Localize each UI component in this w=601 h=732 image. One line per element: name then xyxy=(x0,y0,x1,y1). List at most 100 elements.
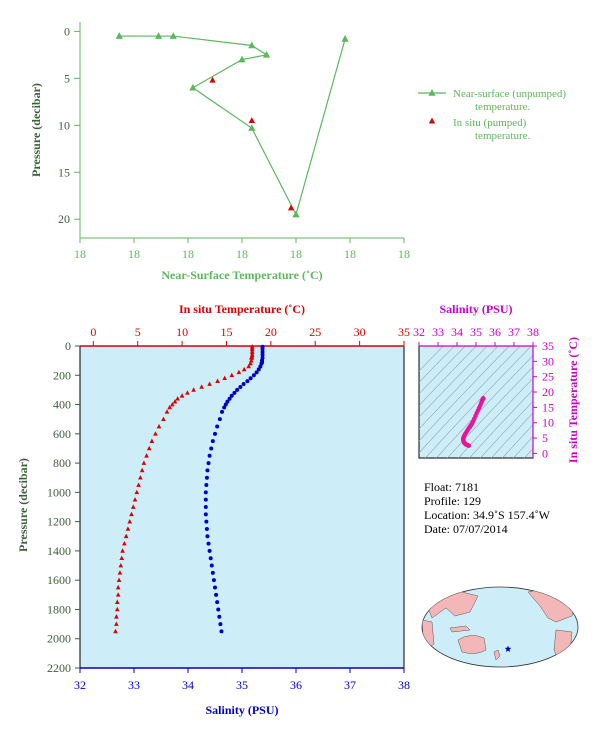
salinity-point xyxy=(205,468,210,473)
salinity-tick-label: 37 xyxy=(344,678,356,692)
salinity-point xyxy=(232,390,237,395)
temp-point xyxy=(115,584,121,590)
salinity-point xyxy=(205,534,210,539)
ts-x-title: Salinity (PSU) xyxy=(439,302,512,316)
ns-pumped-point xyxy=(248,117,255,124)
pressure-tick-label: 1000 xyxy=(47,485,71,499)
temp-point xyxy=(149,438,155,443)
pressure-tick-label: 1400 xyxy=(47,544,71,558)
salinity-point xyxy=(229,393,234,398)
temp-point xyxy=(236,369,242,375)
ns-unpumped-point xyxy=(341,34,349,42)
ns-x-tick-label: 18 xyxy=(236,247,248,261)
salinity-point xyxy=(210,570,215,575)
near-surface-chart: 0 5 10 15 20 18 18 18 18 18 18 18 Near-Surface Tempe… xyxy=(29,22,410,282)
salinity-point xyxy=(203,505,208,509)
salinity-point xyxy=(258,364,263,369)
pressure-tick-label: 200 xyxy=(53,368,71,382)
ts-contour xyxy=(419,346,510,442)
location: Location: 34.9˚S 157.4˚W xyxy=(424,508,550,522)
ns-y-tick-label: 20 xyxy=(58,212,70,226)
salinity-point xyxy=(204,475,209,480)
ts-contour xyxy=(524,448,533,458)
salinity-point xyxy=(211,578,216,583)
temp-point xyxy=(167,404,172,410)
ts-y-tick-label: 25 xyxy=(542,370,554,384)
salinity-point xyxy=(204,519,209,524)
ts-contour xyxy=(447,366,533,458)
map-south-america xyxy=(553,629,573,665)
ts-contour xyxy=(480,400,533,458)
temp-point xyxy=(136,482,141,487)
salinity-point xyxy=(241,382,246,387)
ts-contour xyxy=(458,377,533,458)
ts-contour xyxy=(419,346,521,454)
temp-point xyxy=(172,399,178,404)
temp-point xyxy=(153,431,158,436)
temp-tick-label: 10 xyxy=(176,325,188,339)
temp-point xyxy=(114,599,120,604)
legend-pumped-label-2: temperature. xyxy=(475,130,531,142)
temp-point xyxy=(207,381,212,386)
ts-contour xyxy=(425,346,532,458)
ns-x-tick-label: 18 xyxy=(398,247,410,261)
world-map xyxy=(421,586,579,668)
ns-y-tick-label: 10 xyxy=(58,118,70,132)
ts-contour xyxy=(419,346,477,407)
temp-point xyxy=(118,562,124,568)
temp-point xyxy=(241,366,247,372)
temp-point xyxy=(114,614,119,619)
ts-contour xyxy=(502,424,533,458)
salinity-point xyxy=(203,490,208,495)
temp-tick-label: 25 xyxy=(309,325,321,339)
temp-point xyxy=(113,628,118,634)
legend-unpumped-label-2: temperature. xyxy=(475,101,531,113)
salinity-point xyxy=(219,629,224,634)
salinity-point xyxy=(209,563,214,568)
temp-tick-label: 20 xyxy=(265,325,277,339)
profile-number: Profile: 129 xyxy=(424,494,481,508)
ns-y-tick-label: 5 xyxy=(64,71,70,85)
ns-unpumped-point xyxy=(248,41,256,49)
salinity-point xyxy=(225,399,230,404)
ts-contour xyxy=(419,346,444,372)
float-info: Float: 7181 Profile: 129 Location: 34.9˚… xyxy=(424,480,550,536)
ts-density-contours xyxy=(419,346,533,458)
salinity-point xyxy=(256,367,261,372)
pressure-tick-label: 600 xyxy=(53,427,71,441)
ts-y-tick-label: 5 xyxy=(542,431,548,445)
map-new-zealand xyxy=(493,649,501,661)
pressure-axis-title: Pressure (decibar) xyxy=(16,458,30,552)
ts-y-title: In situ Temperature (˚C) xyxy=(566,337,580,463)
temp-point xyxy=(116,577,122,583)
ts-contour xyxy=(513,436,533,458)
salinity-tick-label: 38 xyxy=(398,678,410,692)
temp-tick-label: 15 xyxy=(220,325,232,339)
temp-point xyxy=(114,606,120,612)
salinity-point xyxy=(214,592,219,597)
ts-x-tick-label: 37 xyxy=(508,325,520,339)
ts-y-tick-label: 0 xyxy=(542,446,548,460)
salinity-tick-label: 32 xyxy=(74,678,86,692)
pressure-tick-label: 1600 xyxy=(47,573,71,587)
temp-point xyxy=(122,540,127,546)
salinity-point xyxy=(254,370,259,375)
ts-y-tick-label: 30 xyxy=(542,354,554,368)
ns-x-tick-label: 18 xyxy=(128,247,140,261)
salinity-tick-label: 36 xyxy=(290,678,302,692)
temp-point xyxy=(248,360,253,366)
salinity-point xyxy=(251,373,256,378)
salinity-point xyxy=(210,439,215,444)
salinity-point xyxy=(203,497,208,502)
profile-chart: 0 5 10 15 20 25 30 35 In situ Temperature (˚C) 32… xyxy=(16,302,410,717)
ns-x-tick-label: 18 xyxy=(182,247,194,261)
temp-point xyxy=(156,423,162,429)
temp-point xyxy=(185,390,190,395)
salinity-point xyxy=(215,424,220,429)
legend-pumped-label: In situ (pumped) xyxy=(453,117,527,129)
ns-unpumped-point xyxy=(189,83,197,91)
ts-x-tick-label: 32 xyxy=(413,325,425,339)
salinity-point xyxy=(206,541,211,546)
temp-point xyxy=(246,363,251,369)
